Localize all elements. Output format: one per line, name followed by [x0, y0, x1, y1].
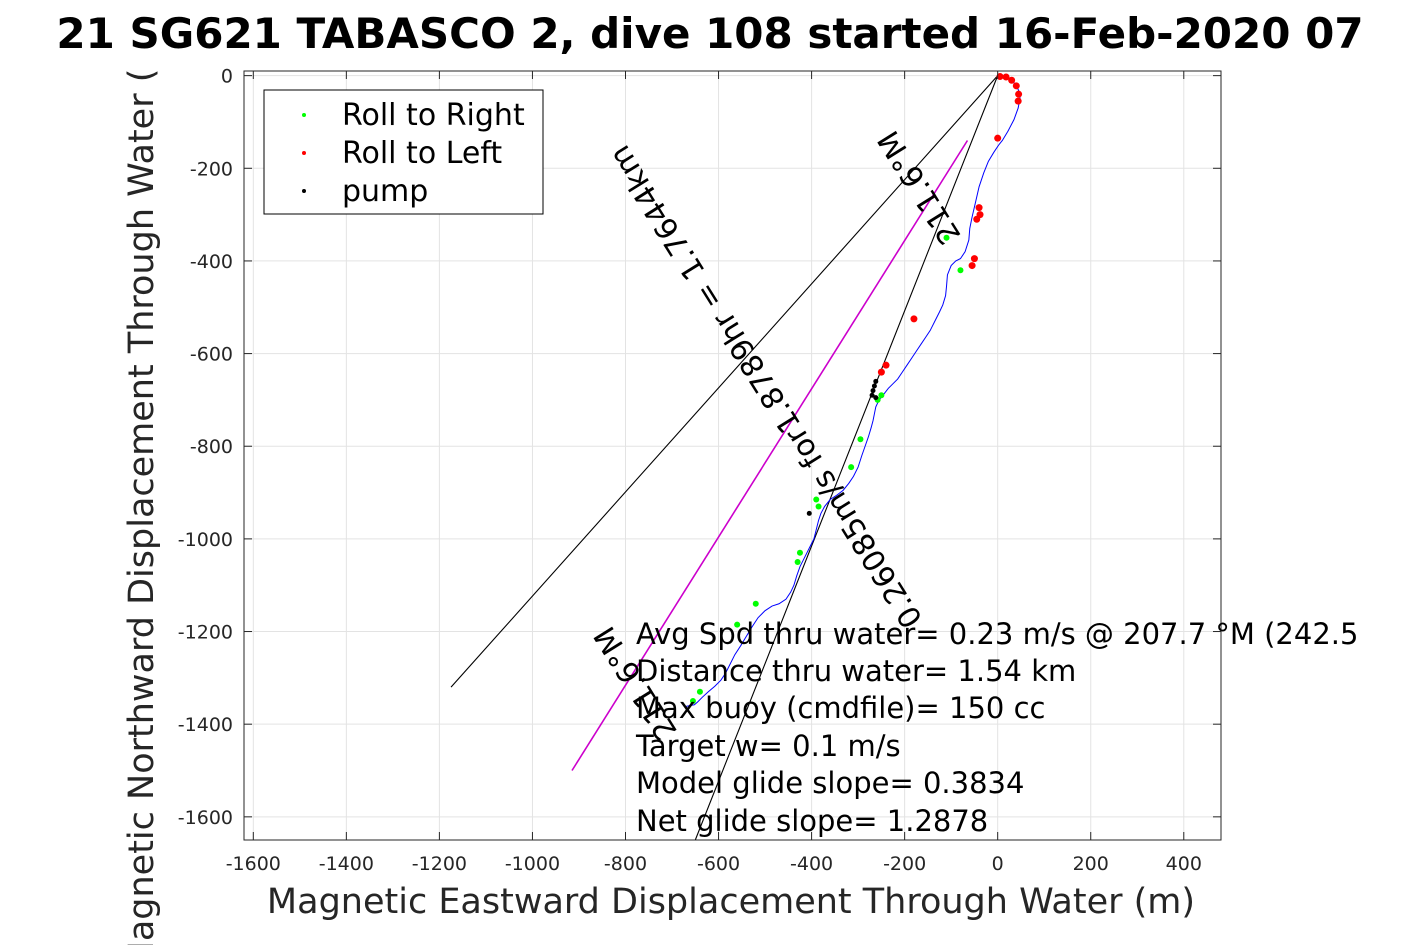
legend-marker-pump	[302, 189, 306, 193]
pump-point	[870, 388, 876, 394]
roll-left-point	[1002, 73, 1010, 81]
y-tick-label: -1600	[178, 807, 233, 829]
x-tick-label: 200	[1073, 853, 1109, 875]
roll-right-point	[848, 464, 855, 471]
grid	[244, 71, 1221, 840]
x-tick-label: -1400	[319, 853, 374, 875]
x-tick-label: -800	[604, 853, 647, 875]
x-tick-label: -400	[790, 853, 833, 875]
annotation-avg-speed: Avg Spd thru water= 0.23 m/s @ 207.7 °M …	[636, 617, 1358, 651]
legend: Roll to Right Roll to Left pump	[263, 89, 544, 215]
roll-left-point	[973, 215, 981, 223]
x-tick-label: -600	[697, 853, 740, 875]
tick-marks	[244, 71, 1221, 840]
y-tick-label: -400	[190, 251, 233, 273]
track-series-line	[684, 75, 1021, 708]
annotation-target-w: Target w= 0.1 m/s	[635, 729, 901, 763]
bearing-labels: 211.6°M0.26085m/s for1.8789hr = 1.7644km…	[588, 124, 969, 746]
roll-left-point	[910, 315, 918, 323]
legend-label-pump: pump	[342, 174, 428, 209]
roll-left-point	[1014, 97, 1022, 105]
y-tick-label: -800	[190, 436, 233, 458]
bearing-line-1-line	[450, 75, 999, 688]
pump-point	[869, 392, 875, 398]
roll-right-point	[752, 600, 759, 607]
roll-right-point	[943, 234, 950, 241]
roll-right-point	[813, 496, 820, 503]
axes-frame	[243, 70, 1222, 841]
pump-point	[873, 395, 879, 401]
roll-left-point	[996, 73, 1004, 81]
roll-left-point	[1008, 76, 1016, 84]
bearing-label: 0.26085m/s for1.8789hr = 1.7644km	[603, 139, 930, 634]
roll-right-point	[696, 688, 703, 695]
y-tick-label: -600	[190, 344, 233, 366]
legend-label-roll-left: Roll to Left	[342, 136, 502, 171]
y-axis-label: Magnetic Northward Displacement Through …	[122, 69, 162, 945]
x-tick-label: -200	[883, 853, 926, 875]
roll-left-point	[994, 134, 1002, 142]
pump-point	[806, 510, 812, 516]
roll-left-point	[1015, 90, 1023, 98]
legend-marker-roll-right	[302, 113, 306, 117]
roll-right-point	[815, 503, 822, 510]
legend-marker-roll-left	[302, 151, 306, 155]
y-tick-label: -1000	[178, 529, 233, 551]
net-displacement-line	[571, 140, 969, 771]
y-tick-label: -1200	[178, 622, 233, 644]
x-tick-label: -1200	[412, 853, 467, 875]
roll-right-point	[957, 267, 964, 274]
y-tick-label: -200	[190, 158, 233, 180]
roll-left-point	[970, 255, 978, 263]
legend-label-roll-right: Roll to Right	[342, 98, 525, 133]
x-tick-label: 0	[992, 853, 1004, 875]
roll-right-point	[689, 698, 696, 705]
y-tick-label: -1400	[178, 714, 233, 736]
bearing-line-2-line	[694, 75, 999, 841]
roll-left-point	[975, 204, 983, 212]
annotation-net-glide: Net glide slope= 1.2878	[636, 804, 988, 838]
stats-annotations: Avg Spd thru water= 0.23 m/s @ 207.7 °M …	[635, 617, 1358, 838]
annotation-distance: Distance thru water= 1.54 km	[636, 654, 1076, 688]
x-tick-label: -1000	[505, 853, 560, 875]
roll-left-point	[877, 368, 885, 376]
legend-box	[263, 89, 544, 215]
roll-left-point	[882, 361, 890, 369]
y-tick-label: 0	[221, 66, 233, 88]
roll-right-point	[878, 392, 885, 399]
roll-right-point	[734, 621, 741, 628]
pump-point	[873, 378, 879, 384]
annotation-model-glide: Model glide slope= 0.3834	[636, 766, 1024, 800]
tick-labels: -1600 -1400 -1200 -1000 -800 -600 -400 -200 0 200…	[178, 66, 1202, 875]
roll-left-point	[968, 262, 976, 270]
roll-right-point	[796, 549, 803, 556]
x-tick-label: 400	[1166, 853, 1202, 875]
roll-left-point	[1012, 82, 1020, 90]
roll-right-point	[794, 559, 801, 566]
x-tick-label: -1600	[226, 853, 281, 875]
roll-right-point	[857, 436, 864, 443]
plot-area	[450, 73, 1023, 841]
chart-title: 21 SG621 TABASCO 2, dive 108 started 16-…	[56, 9, 1363, 58]
x-axis-label: Magnetic Eastward Displacement Through W…	[267, 882, 1195, 922]
annotation-max-buoy: Max buoy (cmdfile)= 150 cc	[636, 691, 1045, 725]
pump-point	[871, 383, 877, 389]
